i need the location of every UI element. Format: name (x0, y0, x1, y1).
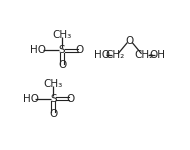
Text: CH₂: CH₂ (105, 50, 125, 60)
Text: OH: OH (150, 50, 166, 60)
Text: HO: HO (30, 45, 47, 55)
Text: CH₃: CH₃ (52, 30, 72, 40)
Text: CH₂: CH₂ (135, 50, 154, 60)
Text: O: O (67, 94, 75, 104)
Text: CH₃: CH₃ (44, 79, 63, 89)
Text: O: O (49, 109, 57, 119)
Text: S: S (59, 45, 65, 55)
Text: HO: HO (23, 94, 39, 104)
Text: O: O (126, 36, 134, 46)
Text: O: O (58, 60, 66, 70)
Text: S: S (50, 94, 56, 104)
Text: HO: HO (94, 50, 110, 60)
Text: O: O (76, 45, 84, 55)
